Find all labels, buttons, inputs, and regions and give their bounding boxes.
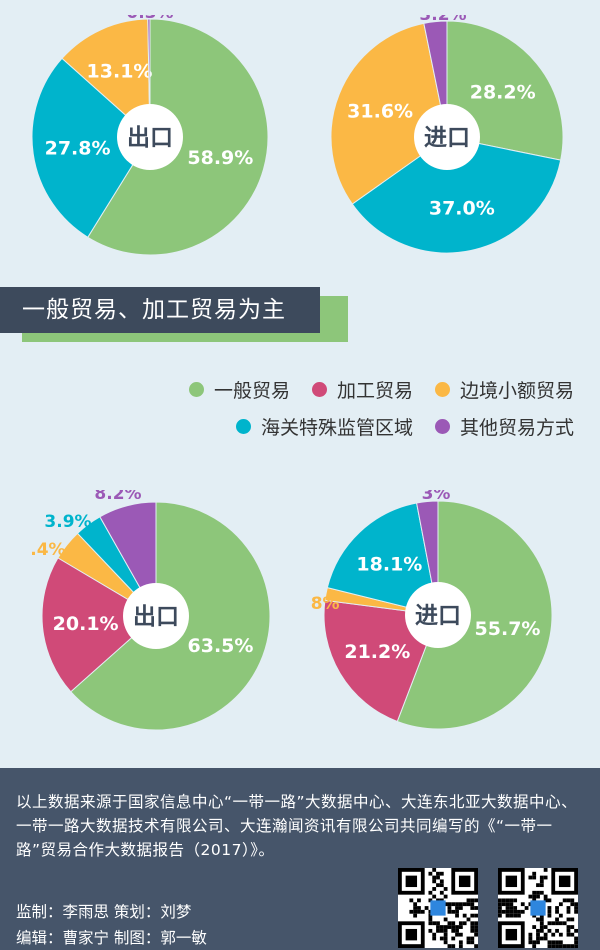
slice-data-label: 31.6% [347,101,413,123]
slice-data-label: 21.2% [344,641,410,663]
slice-data-label: 37.0% [429,197,495,219]
slice-data-label: 20.1% [53,613,119,635]
pie-chart-export-top: 58.9% 27.8% 13.1% 0.3% 出口 [31,15,269,256]
slice-data-label: 13.1% [87,60,153,82]
pie-slice [61,18,151,139]
slice-data-label: 4.4% [30,540,66,560]
pie-chart-import-top: 28.2% 37.0% 31.6% 3.2% 进口 [330,15,564,254]
legend-item-general: 一般贸易 [188,376,290,403]
pie-center-label: 进口 [424,125,470,151]
legend-row-1: 一般贸易 加工贸易 边境小额贸易 [167,376,574,403]
legend-dot-other [434,419,450,434]
pie-slice [31,57,151,238]
pie-slice [326,502,439,616]
qr-code-icon [398,868,478,948]
pie-center-hole [123,583,189,649]
pie-slice [330,22,448,205]
pie-center-hole [117,104,183,170]
legend-item-border: 边境小额贸易 [434,376,574,403]
pie-center-label: 进口 [415,603,461,629]
slice-data-label: 8.2% [94,490,141,504]
legend-label: 海关特殊监管区域 [260,417,413,439]
slice-data-label: 3.9% [44,512,91,532]
pie-chart-export-bottom: 63.5% 20.1% 4.4% 3.9%8.2% 出口 [30,490,271,731]
pie-center-hole [405,582,471,648]
pie-center-label: 出口 [133,604,179,630]
slice-data-label: 28.2% [470,82,536,104]
pie-slice [396,500,553,730]
legend-row-2: 海关特殊监管区域 其他贸易方式 [214,413,574,440]
legend-dot-border [434,382,450,397]
source-note: 以上数据来源于国家信息中心“一带一路”大数据中心、大连东北亚大数据中心、一带一路… [16,793,578,859]
legend-dot-processing [311,382,327,397]
pie-slice [41,557,157,693]
slice-data-label: 55.7% [475,618,541,640]
slice-data-label: 63.5% [188,635,254,657]
slice-data-label: 1.8% [310,594,340,614]
slice-data-label: 27.8% [45,137,111,159]
legend-dot-general [188,382,204,397]
legend-label: 一般贸易 [213,380,290,402]
legend-label: 其他贸易方式 [459,417,574,439]
slice-data-label: 58.9% [187,147,253,169]
pie-center-label: 出口 [127,125,173,151]
legend-item-other: 其他贸易方式 [434,413,574,440]
legend-label: 加工贸易 [336,380,413,402]
legend-item-processing: 加工贸易 [311,376,413,403]
slice-data-label: 18.1% [356,554,422,576]
slice-data-label: 0.3% [126,15,173,23]
slice-data-label: 3.2% [419,15,466,25]
pie-slice [351,136,562,254]
qr-code-icon [498,868,578,948]
credit-line-2: 编辑：曹家宁 制图：郭一敏 [16,929,207,947]
credit-line-1: 监制：李雨思 策划：刘梦 [16,903,192,921]
pie-chart-import-bottom: 55.7% 21.2% 1.8% 18.1% 3% 进口 [310,490,553,730]
legend-dot-customs [235,419,251,434]
legend-label: 边境小额贸易 [459,380,574,402]
section-title: 一般贸易、加工贸易为主 [0,287,320,333]
legend-item-customs: 海关特殊监管区域 [235,413,413,440]
slice-data-label: 3% [422,490,451,504]
pie-center-hole [414,104,480,170]
